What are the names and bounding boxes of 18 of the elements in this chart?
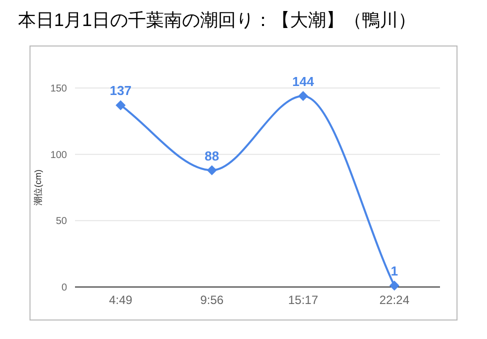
point [206,165,217,176]
point [389,280,400,291]
point [116,100,126,110]
y-axis-title: 潮位(cm) [33,170,43,206]
x-tick-label: 9:56 [200,293,224,307]
y-tick-label: 50 [56,216,68,228]
chart-title: 本日1月1日の千葉南の潮回り：【大潮】（鴨川） [18,10,416,30]
y-tick-label: 150 [50,84,68,94]
data-label: 1 [390,264,398,279]
y-tick-label: 0 [61,282,68,294]
x-tick-label: 4:49 [108,293,133,307]
data-label: 137 [110,83,132,98]
data-label: 88 [204,148,220,164]
x-tick-label: 22:24 [379,293,410,307]
x-tick-label: 15:17 [288,293,318,307]
data-label: 144 [292,74,315,89]
point [298,90,308,101]
y-tick-label: 100 [50,150,68,161]
